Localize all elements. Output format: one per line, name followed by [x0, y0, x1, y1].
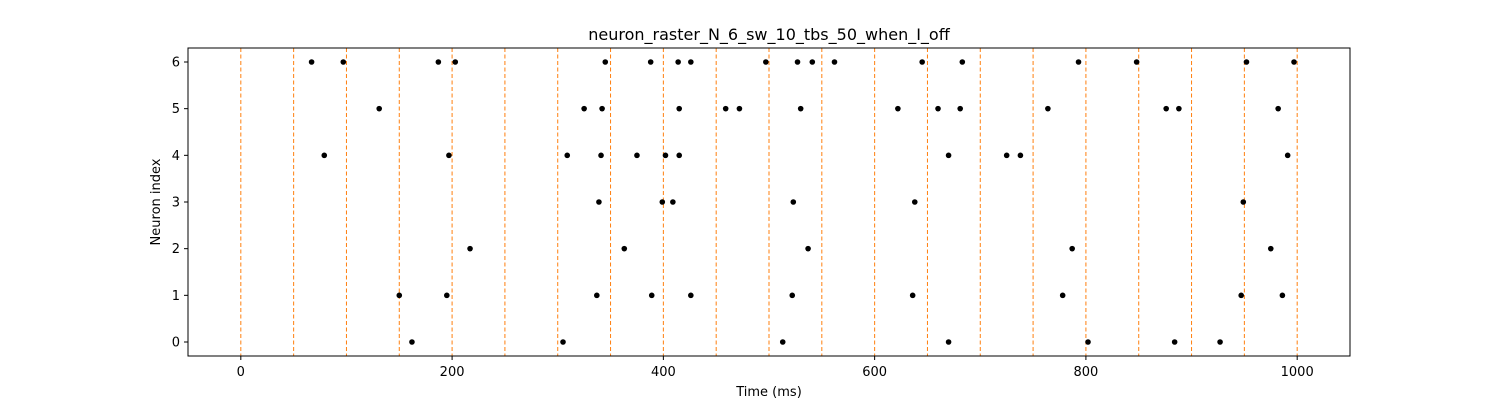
spike-point [959, 59, 966, 65]
spike-point [446, 152, 452, 159]
spike-point [1217, 339, 1223, 345]
spike-point [797, 105, 804, 112]
spike-point [581, 105, 587, 112]
spike-point [736, 105, 743, 112]
x-axis-ticks: 0 200 400 600 800 1000 [237, 356, 1314, 380]
spike-point [676, 105, 683, 112]
x-axis-label: Time (ms) [735, 385, 802, 400]
y-tick-label: 6 [172, 56, 180, 71]
spike-point [1085, 339, 1091, 345]
y-tick-label: 3 [172, 196, 180, 211]
spike-point [809, 59, 816, 65]
x-tick-label: 800 [1073, 365, 1098, 380]
spike-point [564, 152, 571, 159]
spike-point [895, 105, 901, 112]
spike-point [794, 59, 801, 65]
spike-point [1045, 105, 1051, 112]
spike-point [1069, 245, 1075, 252]
spike-point [1240, 199, 1247, 205]
spike-point [396, 292, 403, 299]
spike-point [688, 59, 694, 65]
spike-point [452, 59, 459, 65]
spike-point [919, 59, 925, 65]
spike-point [1017, 152, 1024, 159]
spike-point [594, 292, 600, 299]
x-tick-label: 1000 [1281, 365, 1314, 380]
spike-point [659, 199, 666, 205]
spike-point [1279, 292, 1286, 299]
spike-point [1171, 339, 1178, 345]
spike-point [789, 292, 796, 299]
spike-point [1284, 152, 1291, 159]
spike-point [308, 59, 315, 65]
x-tick-label: 0 [237, 365, 245, 380]
spike-point [647, 59, 654, 65]
spike-point [648, 292, 655, 299]
spike-point [779, 339, 786, 345]
spike-point [911, 199, 918, 205]
spike-point [945, 339, 952, 345]
vertical-reference-lines [240, 48, 1298, 356]
spike-point [634, 152, 640, 159]
spike-point [662, 152, 669, 159]
spike-point [790, 199, 797, 205]
spike-point [1176, 105, 1182, 112]
spike-point [1291, 59, 1297, 65]
spike-point [1059, 292, 1066, 299]
spike-point [945, 152, 952, 159]
spike-point [670, 199, 676, 205]
y-tick-label: 4 [172, 149, 180, 164]
spike-point [1133, 59, 1140, 65]
spike-point [599, 105, 605, 112]
y-tick-label: 1 [172, 289, 180, 304]
y-axis-ticks: 0 1 2 3 4 5 6 [172, 56, 188, 351]
spike-point [831, 59, 838, 65]
spike-point [676, 152, 683, 159]
spike-point [560, 339, 566, 345]
spike-point [1243, 59, 1250, 65]
spike-point [675, 59, 681, 65]
y-axis-label: Neuron index [149, 158, 164, 245]
spike-points [308, 59, 1297, 345]
spike-point [763, 59, 769, 65]
spike-point [321, 152, 328, 159]
spike-point [598, 152, 604, 159]
y-tick-label: 0 [172, 336, 180, 351]
spike-point [435, 59, 442, 65]
spike-point [444, 292, 450, 299]
spike-point [805, 245, 811, 252]
spike-point [909, 292, 916, 299]
spike-point [467, 245, 473, 252]
spike-point [1267, 245, 1274, 252]
spike-point [1075, 59, 1082, 65]
spike-point [409, 339, 415, 345]
spike-point [957, 105, 964, 112]
spike-point [621, 245, 628, 252]
spike-point [376, 105, 383, 112]
x-tick-label: 400 [651, 365, 676, 380]
y-tick-label: 2 [172, 242, 180, 257]
x-tick-label: 200 [440, 365, 465, 380]
spike-point [1238, 292, 1244, 299]
x-tick-label: 600 [862, 365, 887, 380]
spike-point [340, 59, 347, 65]
spike-point [602, 59, 609, 65]
spike-point [935, 105, 941, 112]
y-tick-label: 5 [172, 102, 180, 117]
spike-point [1003, 152, 1010, 159]
spike-point [1163, 105, 1169, 112]
spike-point [722, 105, 729, 112]
chart-title: neuron_raster_N_6_sw_10_tbs_50_when_I_of… [588, 25, 950, 45]
spike-point [596, 199, 602, 205]
spike-point [688, 292, 694, 299]
spike-point [1275, 105, 1281, 112]
